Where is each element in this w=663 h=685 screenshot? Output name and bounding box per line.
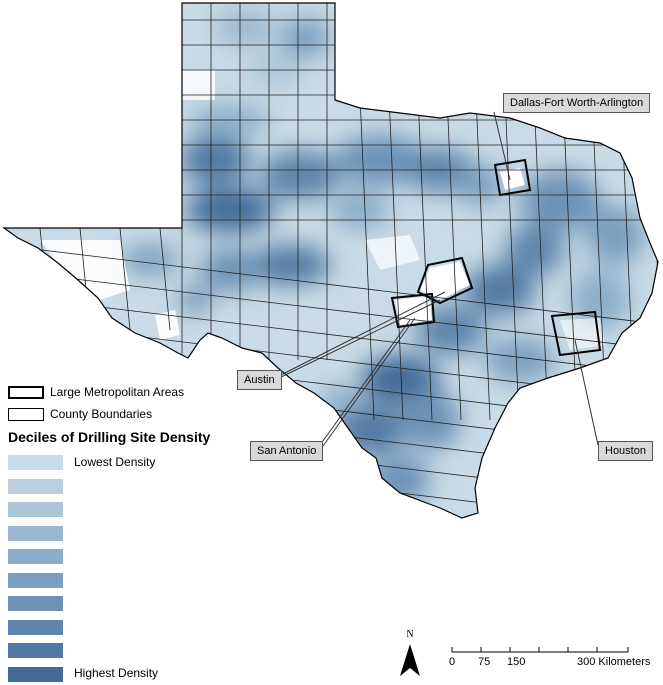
- callout-dfw: Dallas-Fort Worth-Arlington: [503, 93, 651, 113]
- county-label: County Boundaries: [50, 407, 153, 421]
- legend-title: Deciles of Drilling Site Density: [8, 429, 211, 445]
- metro-swatch: [8, 385, 44, 399]
- callout-austin: Austin: [237, 370, 282, 390]
- decile-swatch-3: [8, 502, 63, 517]
- scale-tick-75: 75: [478, 656, 491, 668]
- decile-swatch-5: [8, 549, 63, 564]
- decile-swatch-10: [8, 666, 63, 682]
- decile-swatch-4: [8, 525, 63, 541]
- lowest-density-label: Lowest Density: [74, 455, 156, 469]
- north-arrow-label: N: [406, 629, 413, 640]
- callout-houston: Houston: [598, 441, 653, 461]
- callout-san-antonio: San Antonio: [250, 441, 324, 461]
- decile-swatch-7: [8, 596, 63, 611]
- metro-label: Large Metropolitan Areas: [50, 385, 185, 399]
- scale-tick-300: 300 Kilometers: [577, 656, 651, 668]
- scale-bar: 0 75 150 300 Kilometers: [440, 640, 655, 680]
- legend-county-row: County Boundaries: [8, 407, 152, 421]
- legend-metro-row: Large Metropolitan Areas: [8, 385, 184, 399]
- scale-tick-150: 150: [507, 656, 526, 668]
- decile-swatch-6: [8, 572, 63, 588]
- callout-leaders: [274, 111, 599, 447]
- scale-tick-0: 0: [449, 656, 456, 668]
- decile-swatch-9: [8, 643, 63, 658]
- highest-density-label: Highest Density: [74, 666, 159, 680]
- north-arrow: N: [400, 629, 420, 676]
- decile-swatch-1: [8, 455, 63, 470]
- county-swatch: [8, 407, 44, 421]
- decile-swatch-8: [8, 619, 63, 635]
- decile-swatch-2: [8, 478, 63, 494]
